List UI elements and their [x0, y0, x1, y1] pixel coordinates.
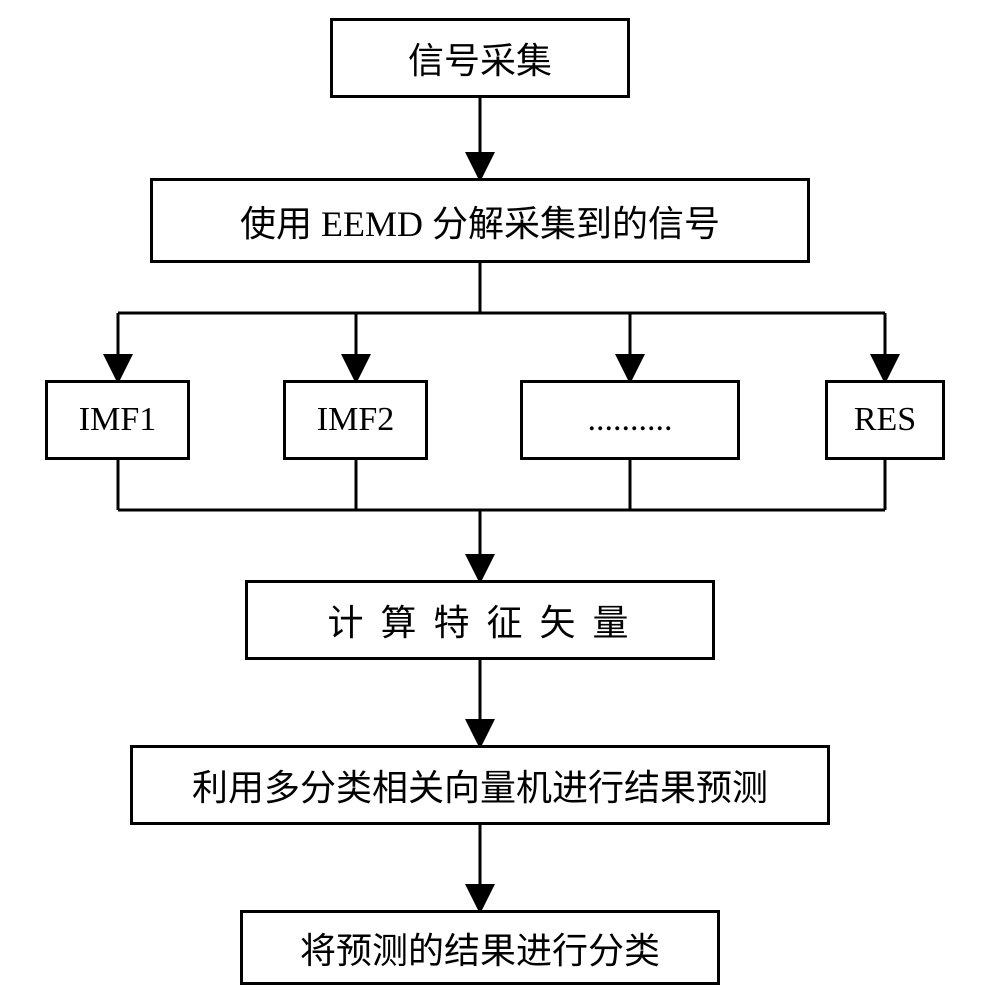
node-dots: ..........	[520, 380, 740, 460]
node-label: 信号采集	[408, 32, 552, 84]
node-feature-vector: 计 算 特 征 矢 量	[245, 580, 715, 660]
node-label: 将预测的结果进行分类	[300, 922, 660, 974]
node-eemd-decompose: 使用 EEMD 分解采集到的信号	[150, 178, 810, 263]
node-signal-collection: 信号采集	[330, 18, 630, 98]
node-res: RES	[825, 380, 945, 460]
node-rvm-predict: 利用多分类相关向量机进行结果预测	[130, 745, 830, 825]
node-label: IMF2	[317, 401, 394, 439]
node-label: 使用 EEMD 分解采集到的信号	[240, 195, 720, 247]
node-label: 利用多分类相关向量机进行结果预测	[192, 759, 768, 811]
node-imf2: IMF2	[283, 380, 428, 460]
node-label: 计 算 特 征 矢 量	[327, 594, 632, 646]
flowchart-canvas: 信号采集 使用 EEMD 分解采集到的信号 IMF1 IMF2 ........…	[0, 0, 981, 1000]
node-label: RES	[854, 401, 916, 439]
node-label: IMF1	[79, 401, 156, 439]
connector-layer	[0, 0, 981, 1000]
node-label: ..........	[588, 401, 673, 439]
node-imf1: IMF1	[45, 380, 190, 460]
node-classify-result: 将预测的结果进行分类	[240, 910, 720, 985]
